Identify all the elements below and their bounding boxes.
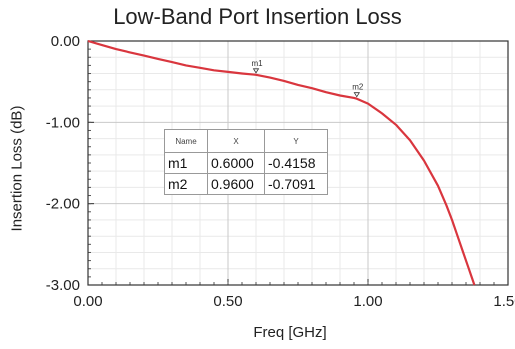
plot-frame (87, 40, 509, 286)
marker-triangle (353, 92, 361, 98)
y-axis-label: Insertion Loss (dB) (8, 105, 26, 232)
x-tick-label: 0.50 (213, 293, 242, 310)
marker-table-cell-x: 0.6000 (207, 152, 265, 174)
marker-table-cell-name: m2 (164, 173, 208, 195)
y-tick-label: -3.00 (46, 277, 80, 294)
marker-table-cell-name: m1 (164, 152, 208, 174)
marker-table-row: m2 0.9600 -0.7091 (164, 173, 328, 195)
marker-label: m1 (251, 59, 263, 68)
marker-table-header-y: Y (264, 129, 328, 153)
y-tick-label: -2.00 (46, 196, 80, 213)
marker-triangle (252, 68, 260, 74)
marker-table-header-row: Name X Y (164, 129, 328, 153)
x-tick-label: 0.00 (73, 293, 102, 310)
series-line (87, 39, 476, 286)
marker-table-cell-x: 0.9600 (207, 173, 265, 195)
marker-label: m2 (352, 83, 364, 92)
y-tick-label: 0.00 (51, 33, 80, 50)
marker-table-cell-y: -0.4158 (264, 152, 328, 174)
marker-table-header-x: X (207, 129, 265, 153)
marker-table-cell-y: -0.7091 (264, 173, 328, 195)
y-tick-label: -1.00 (46, 114, 80, 131)
x-axis-label: Freq [GHz] (253, 324, 327, 341)
x-tick-label: 1.50 (493, 293, 515, 310)
marker-table-header-name: Name (164, 129, 208, 153)
marker-table: Name X Y m1 0.6000 -0.4158 m2 0.9600 -0.… (164, 129, 328, 195)
chart-title: Low-Band Port Insertion Loss (113, 4, 402, 29)
x-tick-label: 1.00 (353, 293, 382, 310)
marker-table-row: m1 0.6000 -0.4158 (164, 152, 328, 174)
